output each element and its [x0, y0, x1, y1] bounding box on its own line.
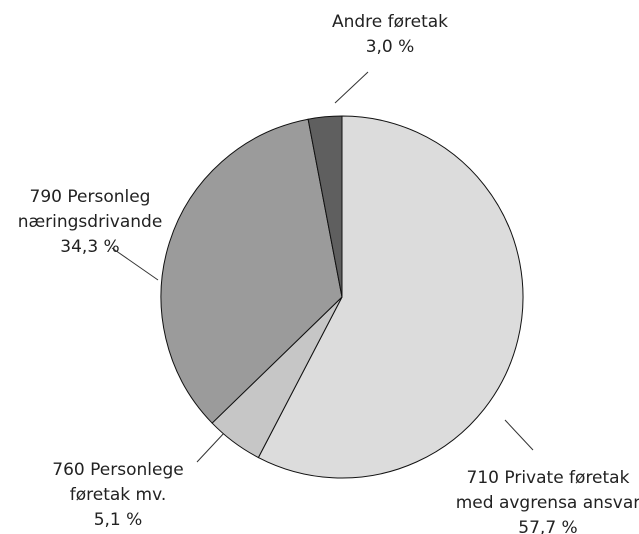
leader-line [196, 431, 226, 463]
value-label: 57,7 % [518, 518, 577, 534]
pie-slice [257, 115, 524, 479]
value-label: 3,0 % [366, 37, 415, 57]
slice-label: Andre føretak [332, 12, 448, 32]
pie-slice [160, 118, 343, 424]
leader-line [334, 71, 369, 104]
leader-line [504, 419, 534, 451]
slice-label: med avgrensa ansvar [456, 493, 639, 513]
slice-label: næringsdrivande [18, 212, 163, 232]
pie-slice [307, 115, 343, 298]
pie [160, 115, 524, 479]
slice-label: føretak mv. [70, 485, 167, 505]
slice-label: 790 Personleg [30, 187, 151, 207]
value-label: 5,1 % [94, 510, 143, 530]
slice-label: 760 Personlege [52, 460, 183, 480]
value-label: 34,3 % [60, 237, 119, 257]
slice-label: 710 Private føretak [467, 468, 630, 488]
leader-line [111, 247, 159, 281]
